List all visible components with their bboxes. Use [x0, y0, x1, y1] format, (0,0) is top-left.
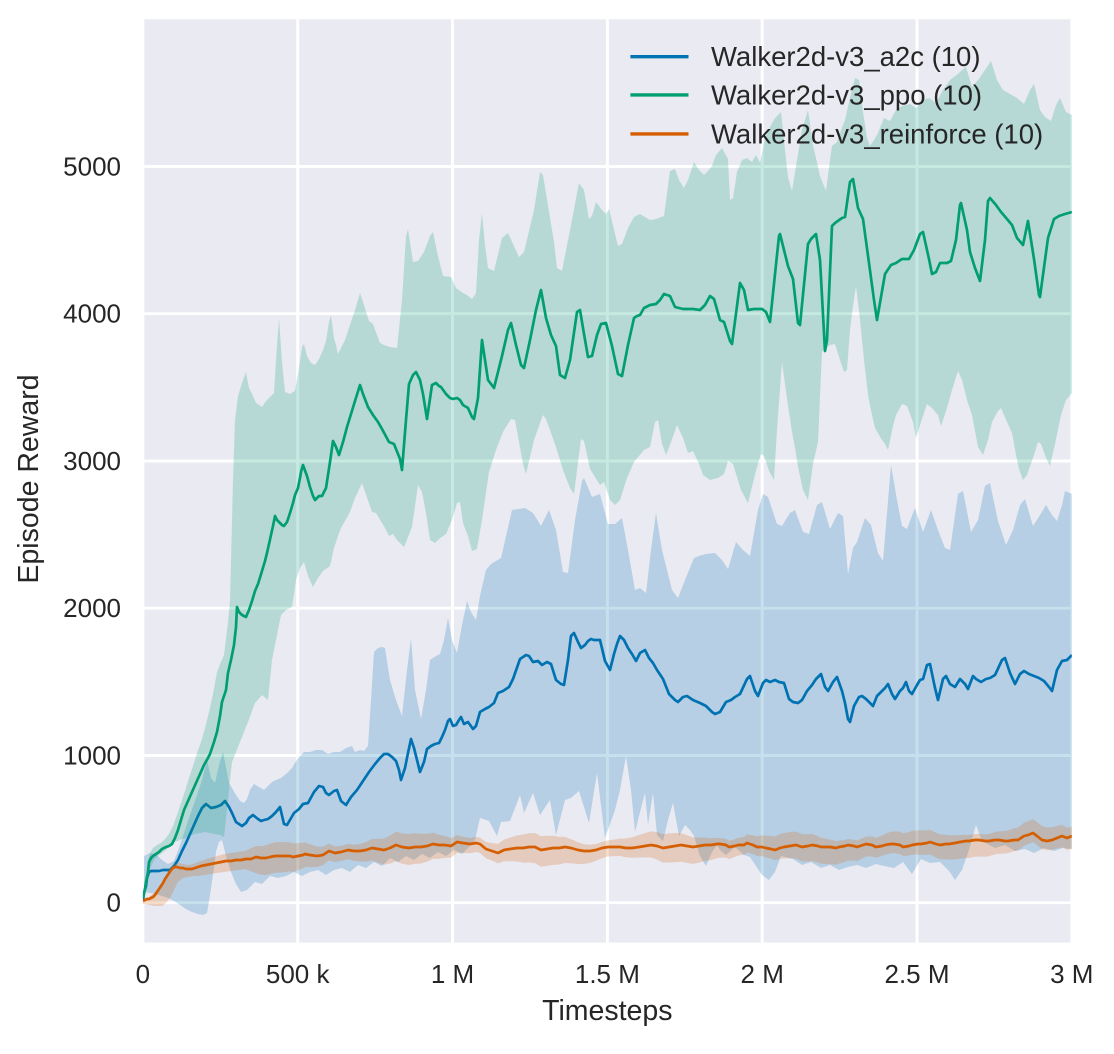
svg-text:0: 0	[136, 959, 150, 989]
svg-text:2.5 M: 2.5 M	[884, 959, 949, 989]
svg-text:1.5 M: 1.5 M	[575, 959, 640, 989]
svg-text:Walker2d-v3_ppo (10): Walker2d-v3_ppo (10)	[711, 79, 982, 110]
svg-text:Walker2d-v3_reinforce (10): Walker2d-v3_reinforce (10)	[711, 118, 1043, 149]
svg-text:Episode Reward: Episode Reward	[13, 374, 45, 583]
svg-text:2 M: 2 M	[741, 959, 784, 989]
svg-text:500 k: 500 k	[266, 959, 331, 989]
svg-text:Walker2d-v3_a2c (10): Walker2d-v3_a2c (10)	[711, 41, 981, 72]
svg-text:1000: 1000	[63, 741, 121, 771]
svg-text:Timesteps: Timesteps	[542, 995, 672, 1027]
svg-text:5000: 5000	[63, 152, 121, 182]
svg-text:3000: 3000	[63, 446, 121, 476]
svg-text:0: 0	[107, 888, 121, 918]
svg-text:4000: 4000	[63, 299, 121, 329]
svg-text:1 M: 1 M	[431, 959, 474, 989]
svg-text:2000: 2000	[63, 593, 121, 623]
svg-text:3 M: 3 M	[1050, 959, 1093, 989]
